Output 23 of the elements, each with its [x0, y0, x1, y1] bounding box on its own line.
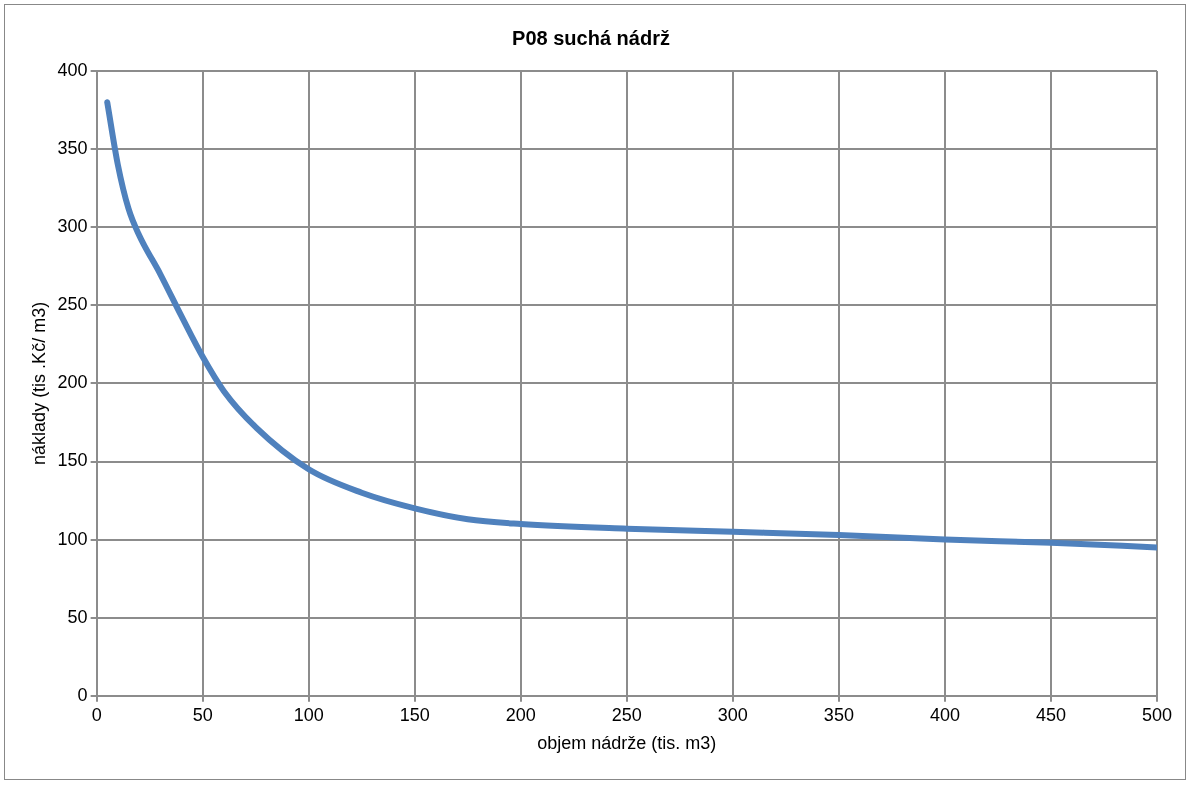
x-tick-label: 250: [611, 704, 642, 725]
x-tick-label: 300: [717, 704, 748, 725]
x-tick-label: 500: [1141, 704, 1173, 725]
y-tick-label: 0: [77, 684, 88, 705]
x-tick-label: 200: [505, 704, 536, 725]
x-axis-title: objem nádrže (tis. m3): [537, 733, 717, 754]
x-tick-label: 50: [192, 704, 213, 725]
y-tick-label: 150: [57, 450, 88, 471]
x-tick-label: 450: [1035, 704, 1066, 725]
x-tick-label: 100: [293, 704, 324, 725]
y-tick-label: 250: [57, 294, 88, 315]
y-tick-label: 200: [57, 372, 88, 393]
y-tick-label: 50: [67, 606, 88, 627]
x-tick-label: 0: [91, 704, 102, 725]
y-tick-label: 100: [57, 528, 88, 549]
y-tick-label: 300: [57, 216, 88, 237]
y-tick-label: 400: [57, 59, 88, 80]
chart-title: P08 suchá nádrž: [512, 26, 670, 49]
x-tick-label: 400: [929, 704, 960, 725]
y-tick-label: 350: [57, 138, 88, 159]
y-axis-title: náklady (tis .Kč/ m3): [28, 301, 49, 465]
x-tick-label: 350: [823, 704, 854, 725]
x-tick-label: 150: [399, 704, 430, 725]
